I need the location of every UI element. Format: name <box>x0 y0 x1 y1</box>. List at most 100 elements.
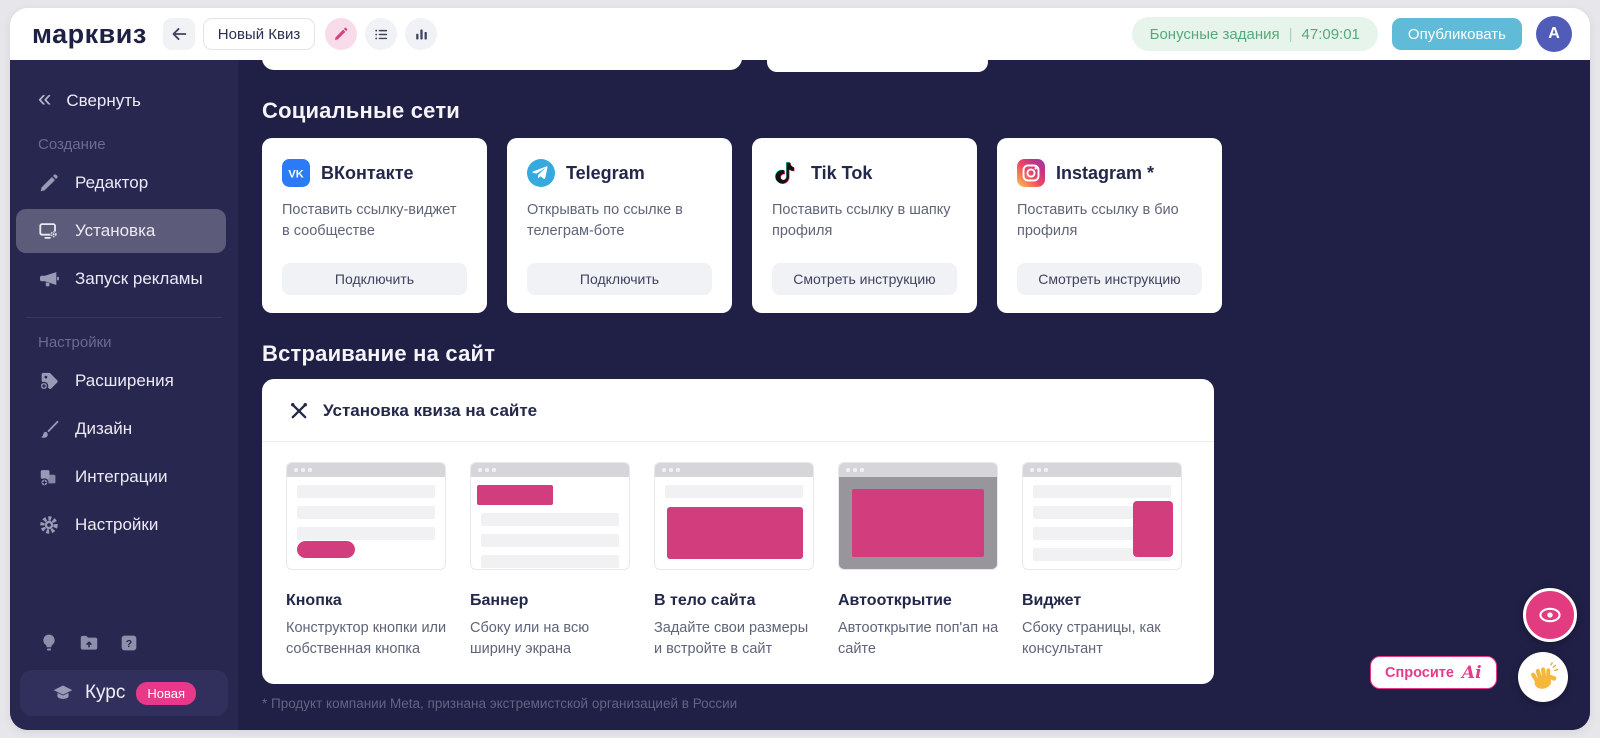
instagram-instruction-button[interactable]: Смотреть инструкцию <box>1017 263 1202 295</box>
social-card-instagram: Instagram * Поставить ссылку в био профи… <box>997 138 1222 313</box>
embed-options-row: Кнопка Конструктор кнопки или собственна… <box>262 442 1214 684</box>
svg-text:VK: VK <box>288 169 303 181</box>
embed-option-description: Задайте свои размеры и встройте в сайт <box>654 620 809 658</box>
chevrons-left-icon: « <box>38 85 52 112</box>
new-badge: Новая <box>136 681 197 705</box>
sidebar-item-label: Дизайн <box>75 419 133 438</box>
back-button[interactable] <box>162 18 195 50</box>
social-card-description: Поставить ссылку-виджет в сообществе <box>282 202 457 240</box>
embed-option-label: В тело сайта <box>654 592 756 609</box>
social-card-description: Поставить ссылку в био профиля <box>1017 202 1179 240</box>
quiz-name-input[interactable]: Новый Квиз <box>202 18 316 50</box>
inline-embed-thumbnail <box>654 462 814 570</box>
section-label-creation: Создание <box>38 136 106 153</box>
embed-option-widget[interactable]: Виджет Сбоку страницы, как консультант <box>1022 462 1188 660</box>
sidebar-item-editor[interactable]: Редактор <box>16 161 226 205</box>
embed-option-inline[interactable]: В тело сайта Задайте свои размеры и встр… <box>654 462 820 660</box>
app-window: марквиз Новый Квиз Бонусные задания | 47… <box>10 8 1590 730</box>
sidebar-item-ads[interactable]: Запуск рекламы <box>16 257 226 301</box>
banner-embed-thumbnail <box>470 462 630 570</box>
embed-option-description: Сбоку или на всю ширину экрана <box>470 620 590 658</box>
collapse-sidebar-button[interactable]: « Свернуть <box>10 80 238 122</box>
embed-option-label: Виджет <box>1022 592 1082 609</box>
lightbulb-icon[interactable] <box>38 632 60 654</box>
instagram-icon <box>1017 159 1045 187</box>
meta-disclaimer: * Продукт компании Meta, признана экстре… <box>262 696 738 712</box>
sidebar-item-extensions[interactable]: Расширения <box>16 359 226 403</box>
social-card-name: Instagram * <box>1056 162 1155 183</box>
integrations-icon <box>40 470 56 487</box>
embed-option-button[interactable]: Кнопка Конструктор кнопки или собственна… <box>286 462 452 660</box>
folder-upload-icon[interactable] <box>78 632 100 654</box>
waving-hand-icon <box>1531 662 1559 689</box>
preview-button[interactable] <box>1523 588 1577 642</box>
megaphone-icon <box>40 272 59 287</box>
bonus-tasks-badge[interactable]: Бонусные задания | 47:09:01 <box>1131 17 1378 51</box>
tiktok-instruction-button[interactable]: Смотреть инструкцию <box>772 263 957 295</box>
sidebar-item-integrations[interactable]: Интеграции <box>16 455 226 499</box>
scrolled-card-partial <box>767 60 988 72</box>
main-content: Социальные сети VK ВКонтакте Поставить с… <box>238 60 1590 730</box>
install-icon <box>39 223 57 239</box>
embed-option-banner[interactable]: Баннер Сбоку или на всю ширину экрана <box>470 462 636 660</box>
embed-option-description: Сбоку страницы, как консультант <box>1022 620 1161 658</box>
arrow-left-icon <box>172 28 187 40</box>
ask-ai-label: Спросите <box>1385 664 1454 681</box>
widget-embed-thumbnail <box>1022 462 1182 570</box>
edit-quiz-button[interactable] <box>325 18 358 50</box>
course-button[interactable]: Курс Новая <box>20 670 228 716</box>
ai-logo: Ai <box>1461 662 1482 683</box>
embed-card: Установка квиза на сайте Кнопка Конструк… <box>262 379 1214 685</box>
sidebar-item-install[interactable]: Установка <box>16 209 226 253</box>
social-card-tiktok: Tik Tok Поставить ссылку в шапку профиля… <box>752 138 977 313</box>
embed-option-label: Баннер <box>470 592 529 609</box>
embed-option-autopop[interactable]: Автооткрытие Автооткрытие поп'ап на сайт… <box>838 462 1004 660</box>
course-label: Курс <box>84 682 126 703</box>
scrolled-card-partial <box>262 60 742 70</box>
button-embed-thumbnail <box>286 462 446 570</box>
svg-text:?: ? <box>126 638 132 650</box>
sidebar-divider <box>26 317 222 318</box>
support-chat-button[interactable] <box>1518 652 1568 702</box>
social-section-title: Социальные сети <box>262 98 461 123</box>
sidebar: « Свернуть Создание Редактор Установка З… <box>10 60 238 730</box>
bar-chart-icon <box>415 29 427 39</box>
stats-button[interactable] <box>405 18 438 50</box>
social-card-name: Tik Tok <box>811 162 873 183</box>
social-card-description: Открывать по ссылке в телеграм-боте <box>527 202 683 240</box>
tiktok-icon <box>774 162 795 184</box>
embed-option-label: Кнопка <box>286 592 342 609</box>
embed-option-label: Автооткрытие <box>838 592 952 609</box>
eye-icon <box>1539 607 1561 623</box>
social-card-name: ВКонтакте <box>321 162 414 183</box>
avatar[interactable]: A <box>1536 16 1572 52</box>
extensions-icon <box>39 372 58 391</box>
sidebar-item-settings[interactable]: Настройки <box>16 503 226 547</box>
divider <box>262 441 1214 442</box>
social-card-vk: VK ВКонтакте Поставить ссылку-виджет в с… <box>262 138 487 313</box>
marquiz-logo: марквиз <box>32 18 147 49</box>
embed-section-title: Встраивание на сайт <box>262 341 496 366</box>
social-card-telegram: Telegram Открывать по ссылке в телеграм-… <box>507 138 732 313</box>
connect-telegram-button[interactable]: Подключить <box>527 263 712 295</box>
embed-option-description: Конструктор кнопки или собственная кнопк… <box>286 620 447 658</box>
sidebar-item-label: Интеграции <box>75 467 168 486</box>
section-label-settings: Настройки <box>38 334 112 351</box>
sidebar-item-label: Установка <box>75 221 156 240</box>
social-card-description: Поставить ссылку в шапку профиля <box>772 202 951 240</box>
telegram-icon <box>527 159 555 187</box>
question-list-button[interactable] <box>365 18 398 50</box>
autopop-embed-thumbnail <box>838 462 998 570</box>
social-card-name: Telegram <box>566 162 645 183</box>
sidebar-item-design[interactable]: Дизайн <box>16 407 226 451</box>
embed-option-description: Автооткрытие поп'ап на сайте <box>838 620 999 658</box>
sidebar-item-label: Запуск рекламы <box>75 269 203 288</box>
vk-icon: VK <box>282 159 310 187</box>
sidebar-item-label: Настройки <box>75 515 159 534</box>
sidebar-item-label: Редактор <box>75 173 149 192</box>
sidebar-item-label: Расширения <box>75 371 174 390</box>
ask-ai-button[interactable]: Спросите Ai <box>1370 656 1497 689</box>
help-icon[interactable]: ? <box>118 632 140 654</box>
connect-vk-button[interactable]: Подключить <box>282 263 467 295</box>
publish-button[interactable]: Опубликовать <box>1391 18 1522 50</box>
